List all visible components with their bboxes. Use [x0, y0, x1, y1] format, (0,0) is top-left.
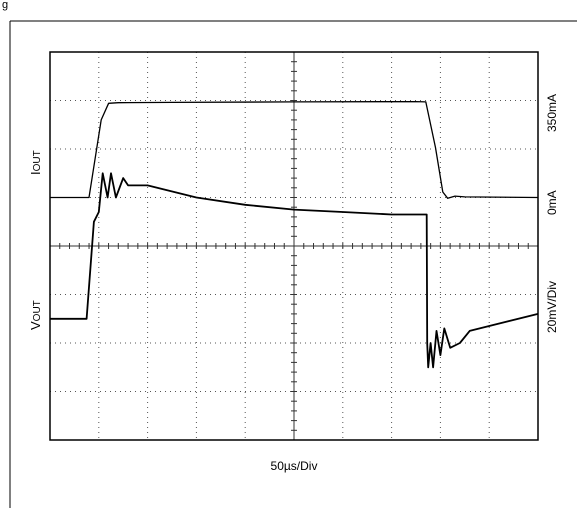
- iout-label: IOUT: [28, 150, 43, 175]
- label-20mv-div: 20mV/Div: [545, 281, 559, 333]
- graticule: [50, 52, 538, 440]
- x-scale-label: 50µs/Div: [271, 459, 318, 473]
- trace-vout: [50, 172, 539, 369]
- trace-iout: [50, 100, 539, 199]
- traces: [50, 100, 539, 369]
- vout-label: VOUT: [28, 300, 43, 330]
- label-350ma: 350mA: [545, 94, 559, 132]
- plot-frame: [49, 51, 539, 441]
- label-0ma: 0mA: [545, 190, 559, 215]
- header-fragment: g: [2, 0, 8, 11]
